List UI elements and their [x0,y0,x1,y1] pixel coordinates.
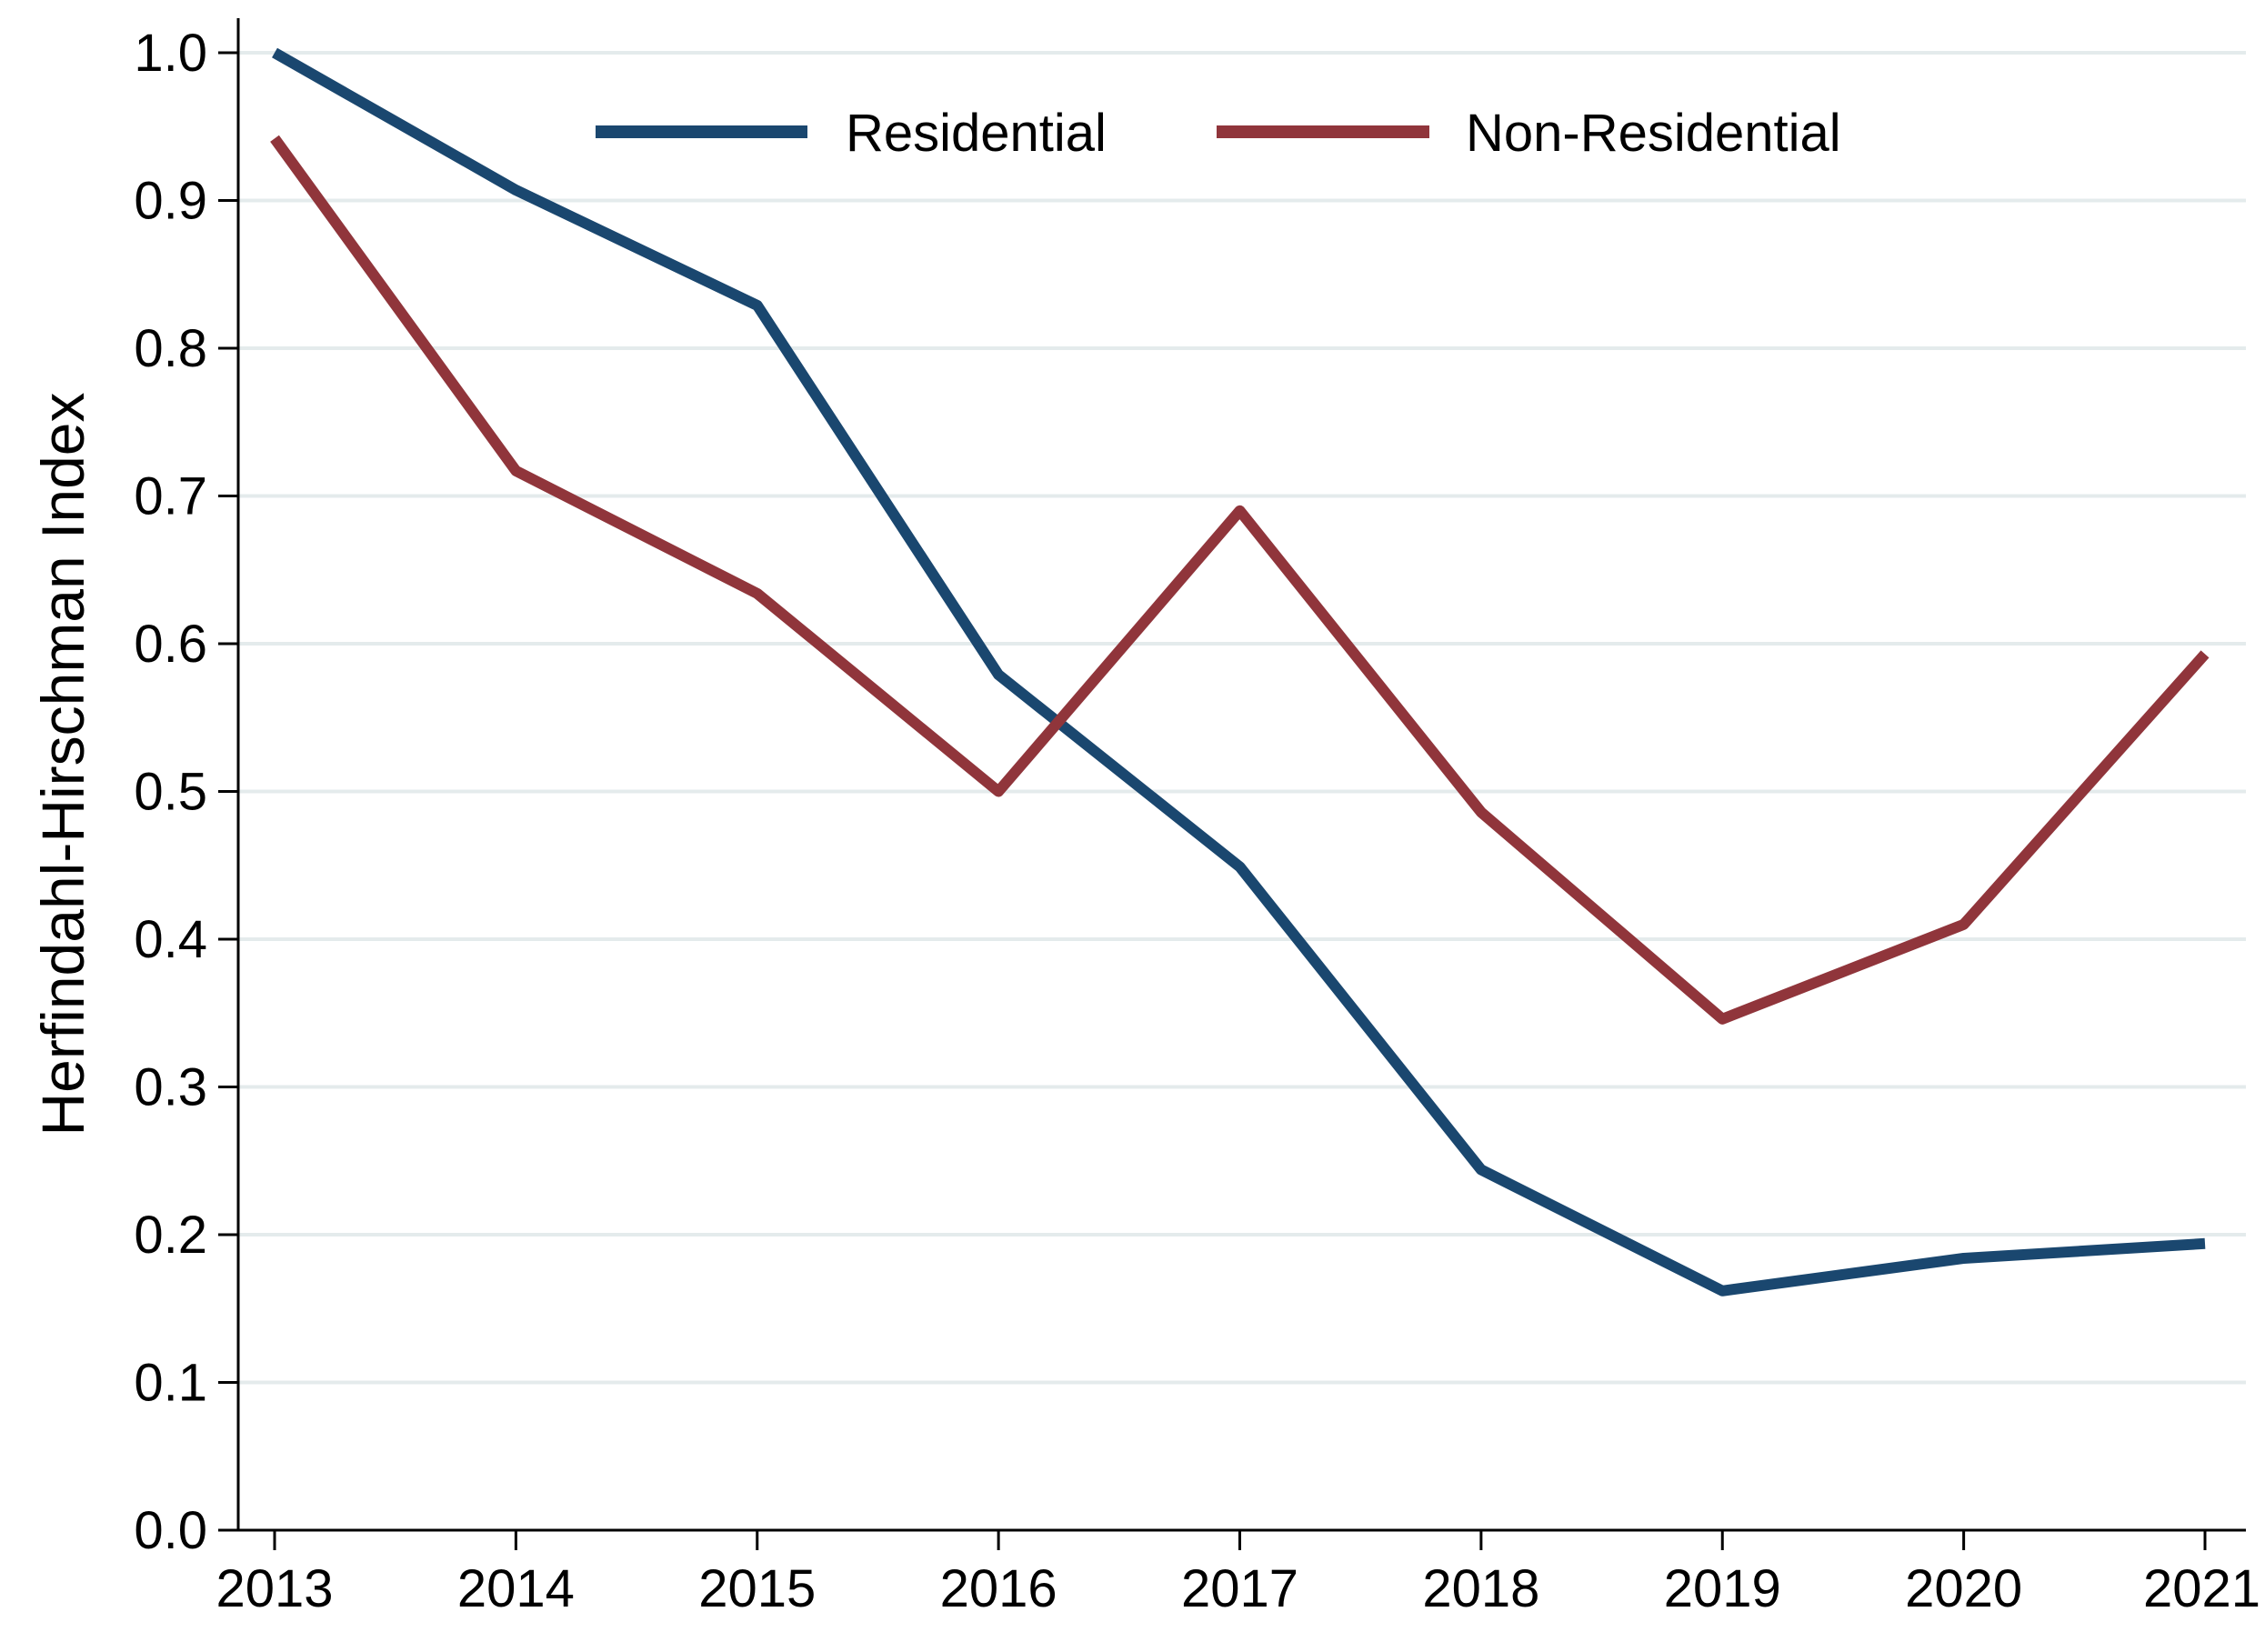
axes [236,18,2246,1532]
y-tick-label: 0.5 [134,763,207,822]
y-tick-label: 0.8 [134,319,207,378]
y-tick-label: 0.7 [134,467,207,526]
y-tick-label: 0.2 [134,1206,207,1265]
y-tick-label: 0.6 [134,615,207,674]
series-lines [270,47,2210,1297]
x-tick-label: 2020 [1905,1559,2022,1618]
legend-label: Residential [846,104,1107,163]
y-tick-label: 0.3 [134,1058,207,1117]
series-line-residential [272,47,2206,1297]
y-tick-label: 0.9 [134,172,207,231]
x-tick-label: 2021 [2143,1559,2260,1618]
x-axis-ticks: 2013 2014 2015 2016 2017 2018 2019 2020 2021 [215,1530,2260,1618]
y-tick-label: 0.0 [134,1501,207,1560]
x-tick-label: 2017 [1181,1559,1298,1618]
legend-label: Non-Residential [1466,104,1841,163]
gridlines [238,51,2246,1385]
y-axis-ticks: 0.0 0.1 0.2 0.3 0.4 0.5 0.6 0.7 0.8 0.9 1.0 [134,24,238,1560]
x-tick-label: 2018 [1422,1559,1539,1618]
y-axis-title: Herfindahl-Hirschman Index [29,392,96,1136]
y-tick-label: 0.1 [134,1354,207,1413]
y-tick-label: 1.0 [134,24,207,83]
x-tick-label: 2014 [457,1559,575,1618]
y-tick-label: 0.4 [134,910,207,969]
legend: Residential Non-Residential [596,104,1841,163]
x-tick-label: 2015 [698,1559,816,1618]
x-tick-label: 2016 [940,1559,1057,1618]
x-tick-label: 2019 [1664,1559,1781,1618]
series-line-non-residential [270,135,2210,1025]
x-tick-label: 2013 [215,1559,333,1618]
